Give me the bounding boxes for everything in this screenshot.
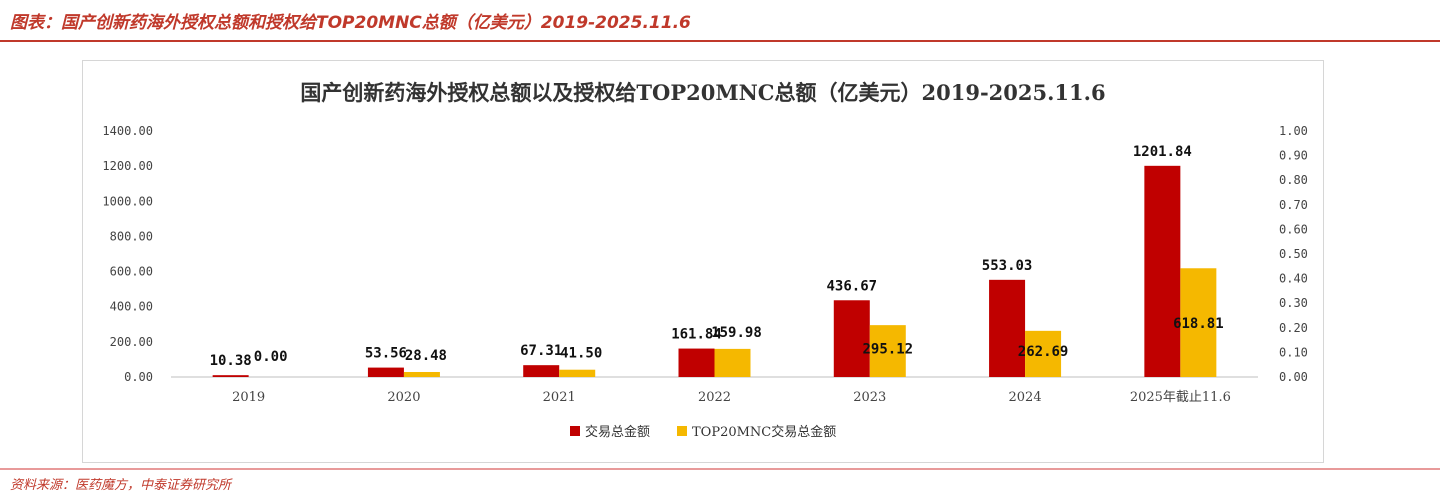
y-tick-label: 200.00	[110, 335, 153, 349]
bar-total	[678, 348, 715, 377]
legend-label-total: 交易总金额	[585, 424, 650, 440]
report-header: 图表：国产创新药海外授权总额和授权给TOP20MNC总额（亿美元）2019-20…	[0, 0, 1440, 42]
x-tick-label: 2023	[853, 390, 886, 405]
x-tick-label: 2019	[232, 390, 265, 405]
bar-top20mnc	[559, 369, 596, 377]
chart-title: 国产创新药海外授权总额以及授权给TOP20MNC总额（亿美元）2019-2025…	[300, 80, 1106, 105]
y-tick-label: 1200.00	[102, 159, 153, 173]
x-tick-label: 2024	[1009, 390, 1042, 405]
report-footer: 资料来源：医药魔方，中泰证券研究所	[0, 468, 1440, 496]
y2-tick-label: 0.30	[1279, 296, 1308, 310]
y-tick-label: 600.00	[110, 265, 153, 279]
bar-top20mnc	[1025, 330, 1062, 377]
y2-tick-label: 0.10	[1279, 345, 1308, 359]
bar-total	[523, 365, 560, 377]
source-note: 资料来源：医药魔方，中泰证券研究所	[10, 478, 232, 493]
legend-label-top20mnc: TOP20MNC交易总金额	[692, 424, 836, 440]
data-label-top20mnc: 41.50	[560, 346, 602, 362]
bar-total	[833, 300, 870, 377]
data-label-total: 10.38	[210, 353, 252, 369]
x-tick-label: 2020	[387, 390, 420, 405]
bar-top20mnc	[403, 371, 440, 377]
chart-frame: 国产创新药海外授权总额以及授权给TOP20MNC总额（亿美元）2019-2025…	[82, 60, 1324, 463]
x-tick-label: 2021	[543, 390, 576, 405]
y-tick-label: 400.00	[110, 300, 153, 314]
bar-total	[1144, 165, 1181, 377]
data-label-top20mnc: 28.48	[405, 348, 447, 364]
y2-tick-label: 0.50	[1279, 247, 1308, 261]
bar-total	[367, 367, 404, 377]
data-label-top20mnc: 295.12	[862, 342, 913, 358]
x-tick-label: 2025年截止11.6	[1130, 390, 1231, 405]
y-tick-label: 0.00	[124, 370, 153, 384]
legend-swatch-top20mnc	[677, 426, 687, 436]
data-label-total: 436.67	[826, 278, 877, 294]
y2-tick-label: 0.90	[1279, 149, 1308, 163]
bar-top20mnc	[714, 348, 751, 377]
bar-chart: 0.00 200.00 400.00 600.00 800.00 1000.00 1200.…	[102, 124, 1308, 440]
data-label-total: 67.31	[520, 343, 562, 359]
data-label-top20mnc: 262.69	[1018, 344, 1069, 360]
bar-top20mnc	[1180, 268, 1217, 377]
data-label-total: 1201.84	[1133, 144, 1192, 160]
y2-tick-label: 0.60	[1279, 222, 1308, 236]
data-label-total: 161.84	[671, 327, 722, 343]
y2-tick-label: 0.20	[1279, 321, 1308, 335]
bar-top20mnc	[869, 325, 906, 377]
data-label-top20mnc: 0.00	[254, 349, 288, 365]
y2-tick-label: 0.00	[1279, 370, 1308, 384]
y-tick-label: 1400.00	[102, 124, 153, 138]
y-tick-label: 800.00	[110, 229, 153, 243]
bar-total	[212, 375, 249, 377]
y2-tick-label: 0.40	[1279, 272, 1308, 286]
x-tick-label: 2022	[698, 390, 731, 405]
report-title: 图表：国产创新药海外授权总额和授权给TOP20MNC总额（亿美元）2019-20…	[10, 13, 691, 33]
y2-tick-label: 1.00	[1279, 124, 1308, 138]
data-label-top20mnc: 618.81	[1173, 316, 1224, 332]
legend-swatch-total	[570, 426, 580, 436]
y2-tick-label: 0.70	[1279, 198, 1308, 212]
data-label-total: 553.03	[982, 258, 1033, 274]
y-tick-label: 1000.00	[102, 194, 153, 208]
y2-tick-label: 0.80	[1279, 173, 1308, 187]
data-label-total: 53.56	[365, 346, 407, 362]
data-label-top20mnc: 159.98	[711, 325, 762, 341]
bar-total	[989, 279, 1026, 377]
